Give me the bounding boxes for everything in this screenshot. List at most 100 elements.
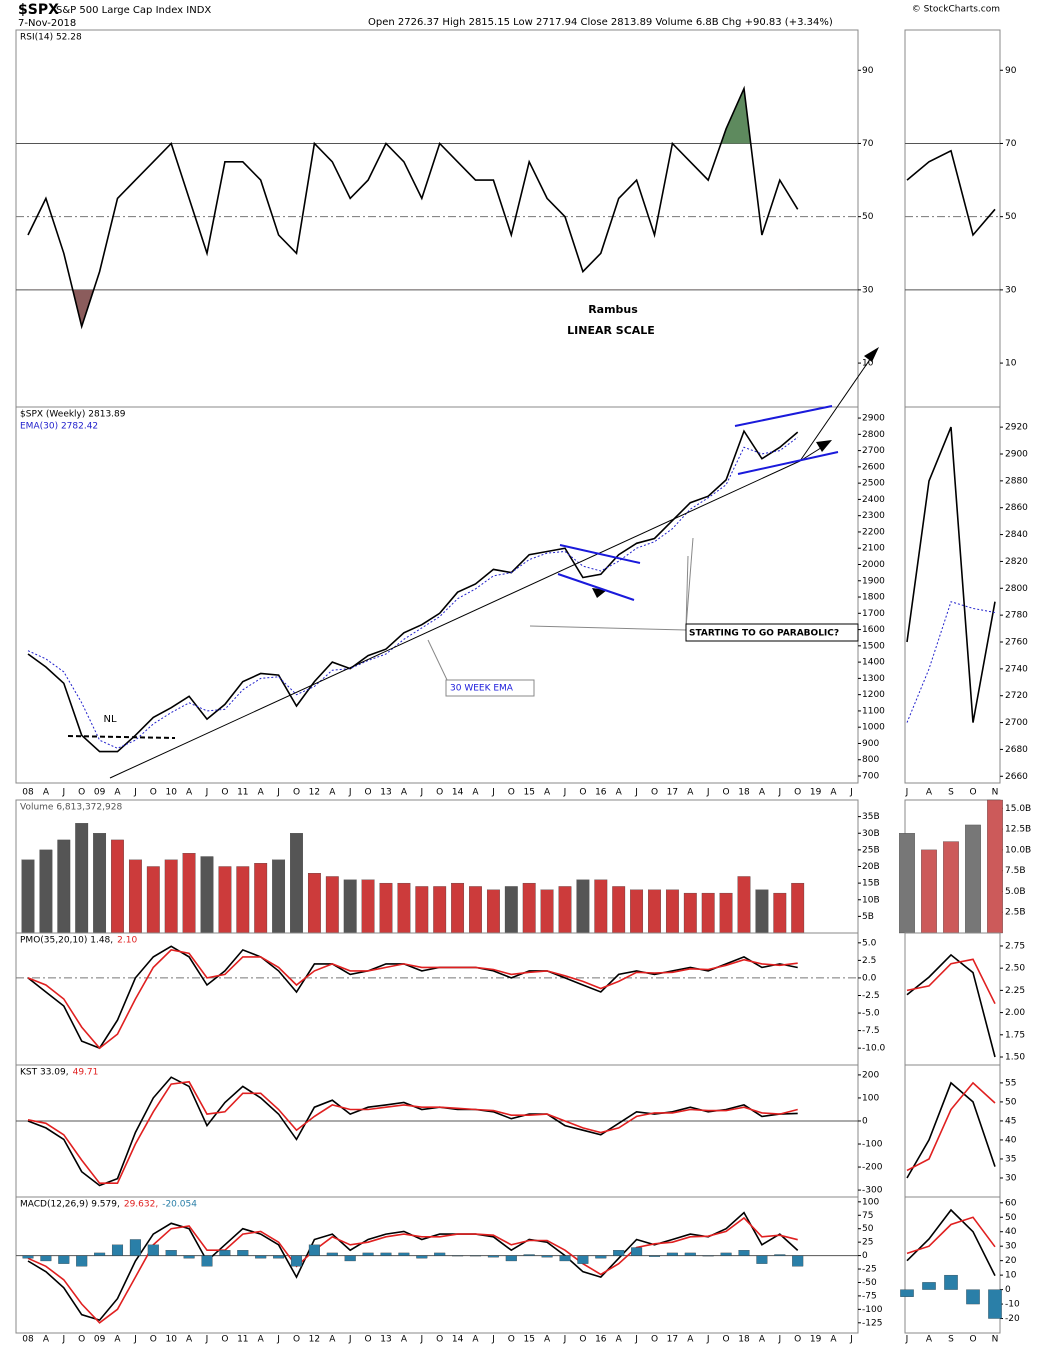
x-tick-label: O: [508, 788, 515, 798]
bar: [111, 839, 124, 934]
ema-note: 30 WEEK EMA: [450, 684, 514, 694]
x-tick-label: 19: [810, 788, 822, 798]
x-tick-label: 09: [94, 788, 106, 798]
x-tick-label: J: [133, 1335, 137, 1345]
series-line: [27, 1216, 798, 1324]
bar: [774, 1254, 786, 1256]
bar: [540, 889, 554, 934]
x-tick-label: O: [651, 788, 658, 798]
author-note: Rambus: [588, 303, 638, 316]
x-tick-label: O: [651, 1335, 658, 1345]
y-tick-label: 100: [862, 1093, 879, 1103]
x-tick-label: O: [794, 788, 801, 798]
x-tick-label: O: [969, 1335, 976, 1345]
y-tick-label: -100: [862, 1305, 883, 1315]
x-tick-label: O: [794, 1335, 801, 1345]
pointer: [685, 537, 694, 629]
bar: [343, 879, 357, 934]
bar: [147, 1244, 159, 1256]
x-tick-label: A: [544, 1335, 551, 1345]
y-tick-label: 2780: [1005, 611, 1028, 621]
x-tick-label: O: [78, 1335, 85, 1345]
y-tick-label: 30: [1005, 285, 1017, 295]
x-tick-label: A: [830, 788, 837, 798]
y-tick-label: 20B: [862, 862, 880, 872]
panel: 15.0B 12.5B 10.0B 7.5B 5.0B 2.5B: [899, 799, 1031, 934]
x-tick-label: O: [969, 788, 976, 798]
trendline: [109, 460, 801, 779]
y-tick-label: 1700: [862, 609, 885, 619]
x-tick-label: A: [114, 1335, 121, 1345]
bar: [469, 1255, 482, 1257]
x-tick-label: J: [777, 1335, 781, 1345]
legend-entry: -20.054: [162, 1200, 197, 1210]
y-tick-label: -75: [862, 1291, 877, 1301]
x-tick-label: O: [436, 1335, 443, 1345]
x-tick-label: A: [616, 1335, 623, 1345]
annotations: Rambus LINEAR SCALE NL STARTING TO GO PA…: [67, 303, 879, 779]
y-tick-label: 2900: [862, 414, 885, 424]
panel: 700 800 900 1000 1100 1200 1300 1400 1500 1600 170…: [15, 406, 885, 784]
x-tick-label: A: [616, 788, 623, 798]
x-tick-label: 17: [667, 1335, 678, 1345]
y-tick-label: 35B: [862, 812, 880, 822]
y-tick-label: 0: [862, 1251, 868, 1261]
series-line: [906, 1081, 996, 1179]
bar: [701, 892, 715, 934]
y-tick-label: 2.5: [862, 956, 876, 966]
y-tick-label: 90: [1005, 66, 1017, 76]
x-tick-label: J: [205, 1335, 209, 1345]
bar: [792, 1255, 804, 1267]
y-tick-label: 2200: [862, 527, 885, 537]
y-tick-label: 2700: [862, 446, 885, 456]
x-tick-label: A: [401, 788, 408, 798]
bar: [94, 1252, 106, 1256]
x-tick-label: 12: [309, 1335, 320, 1345]
x-tick-label: A: [472, 1335, 479, 1345]
bar: [75, 823, 89, 934]
x-tick-label: 09: [94, 1335, 106, 1345]
x-tick-label: 19: [810, 1335, 822, 1345]
series-line: [906, 601, 996, 723]
date: 7-Nov-2018: [18, 18, 76, 29]
panel: 2920 2900 2880 2860 2840 2820 2800 2780 2760 2740…: [904, 406, 1028, 784]
bar: [900, 1289, 914, 1297]
bar: [182, 853, 196, 934]
bar: [200, 856, 214, 934]
series-line: [27, 949, 798, 1050]
y-tick-label: 30: [1005, 1242, 1017, 1252]
bar: [219, 1250, 231, 1256]
panel: 200 100 0 -100 -200 -300 KST 33.09, 49.71: [15, 1064, 883, 1198]
x-tick-label: A: [258, 788, 265, 798]
bar: [433, 886, 447, 934]
x-tick-label: 10: [165, 1335, 177, 1345]
bar: [397, 882, 411, 934]
y-tick-label: 10B: [862, 895, 880, 905]
x-tick-label: A: [329, 788, 336, 798]
x-tick-label: J: [777, 788, 781, 798]
neckline-label: NL: [103, 714, 116, 725]
bar: [164, 859, 178, 934]
bar: [218, 866, 232, 934]
x-tick-label: N: [992, 1335, 999, 1345]
neckline: [67, 735, 176, 739]
y-tick-label: 1800: [862, 593, 885, 603]
bar: [523, 1254, 535, 1256]
series-line: [906, 426, 996, 723]
y-tick-label: 10.0B: [1005, 845, 1031, 855]
channel-line: [734, 405, 833, 427]
bar: [362, 1252, 374, 1256]
y-tick-label: 40: [1005, 1227, 1017, 1237]
pointer: [529, 625, 687, 631]
y-tick-label: 50: [1005, 1213, 1017, 1223]
bar: [326, 1252, 338, 1256]
bar: [39, 849, 53, 934]
bar: [631, 1247, 643, 1256]
x-tick-label: O: [508, 1335, 515, 1345]
y-tick-label: 2800: [1005, 584, 1028, 594]
x-tick-label: A: [186, 1335, 193, 1345]
quote: Open 2726.37 High 2815.15 Low 2717.94 Cl…: [368, 17, 833, 28]
y-tick-label: 10: [862, 359, 874, 369]
x-tick-label: O: [723, 788, 730, 798]
